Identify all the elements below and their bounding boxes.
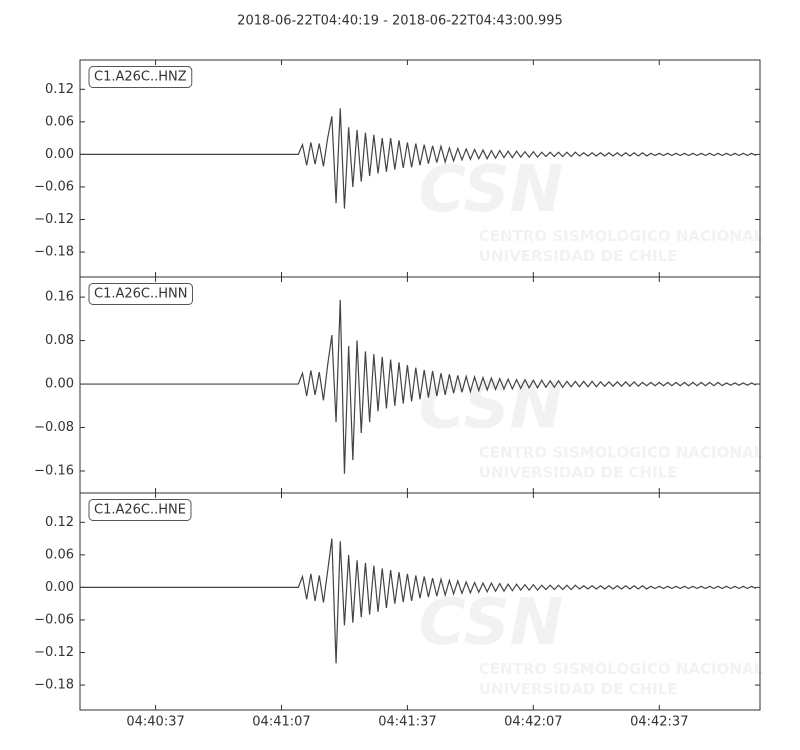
y-tick-label: 0.08 xyxy=(45,333,74,348)
waveform xyxy=(80,538,757,664)
y-tick-label: −0.06 xyxy=(34,179,74,194)
trace-label-box xyxy=(88,283,193,305)
y-tick-label: −0.18 xyxy=(34,678,74,693)
trace-label: C1.A26C..HNZ xyxy=(94,70,187,85)
y-tick-label: 0.06 xyxy=(45,547,74,562)
y-tick-label: 0.12 xyxy=(45,82,74,97)
watermark-text: CENTRO SISMOLOGICO NACIONAL xyxy=(479,660,764,678)
waveform xyxy=(80,108,757,209)
waveform xyxy=(80,299,757,474)
y-tick-label: −0.16 xyxy=(34,463,74,478)
trace-label-box xyxy=(88,66,193,88)
watermark-logo: CSN xyxy=(419,586,563,660)
y-tick-label: 0.16 xyxy=(45,290,74,305)
y-tick-label: 0.00 xyxy=(45,580,74,595)
x-tick-label: 04:40:37 xyxy=(126,715,184,730)
watermark-subtext: UNIVERSIDAD DE CHILE xyxy=(479,680,678,698)
y-tick-label: −0.06 xyxy=(34,612,74,627)
watermark-logo: CSN xyxy=(419,153,563,227)
x-tick-label: 04:41:07 xyxy=(252,715,310,730)
y-tick-label: −0.12 xyxy=(34,212,74,227)
x-tick-label: 04:42:07 xyxy=(504,715,562,730)
x-tick-label: 04:41:37 xyxy=(378,715,436,730)
plot-frame xyxy=(79,492,761,711)
y-tick-label: 0.00 xyxy=(45,147,74,162)
y-tick-label: 0.00 xyxy=(45,377,74,392)
watermark-subtext: UNIVERSIDAD DE CHILE xyxy=(479,464,678,482)
trace-label: C1.A26C..HNE xyxy=(94,503,186,518)
watermark-subtext: UNIVERSIDAD DE CHILE xyxy=(479,247,678,265)
y-tick-label: −0.08 xyxy=(34,420,74,435)
trace-label-box xyxy=(88,499,192,521)
y-tick-label: 0.12 xyxy=(45,515,74,530)
watermark-text: CENTRO SISMOLOGICO NACIONAL xyxy=(479,227,764,245)
x-tick-label: 04:42:37 xyxy=(630,715,688,730)
y-tick-label: 0.06 xyxy=(45,114,74,129)
chart-title: 2018-06-22T04:40:19 - 2018-06-22T04:43:0… xyxy=(237,14,563,29)
trace-label: C1.A26C..HNN xyxy=(94,287,187,302)
y-tick-label: −0.12 xyxy=(34,645,74,660)
watermark-text: CENTRO SISMOLOGICO NACIONAL xyxy=(479,444,764,462)
y-tick-label: −0.18 xyxy=(34,245,74,260)
